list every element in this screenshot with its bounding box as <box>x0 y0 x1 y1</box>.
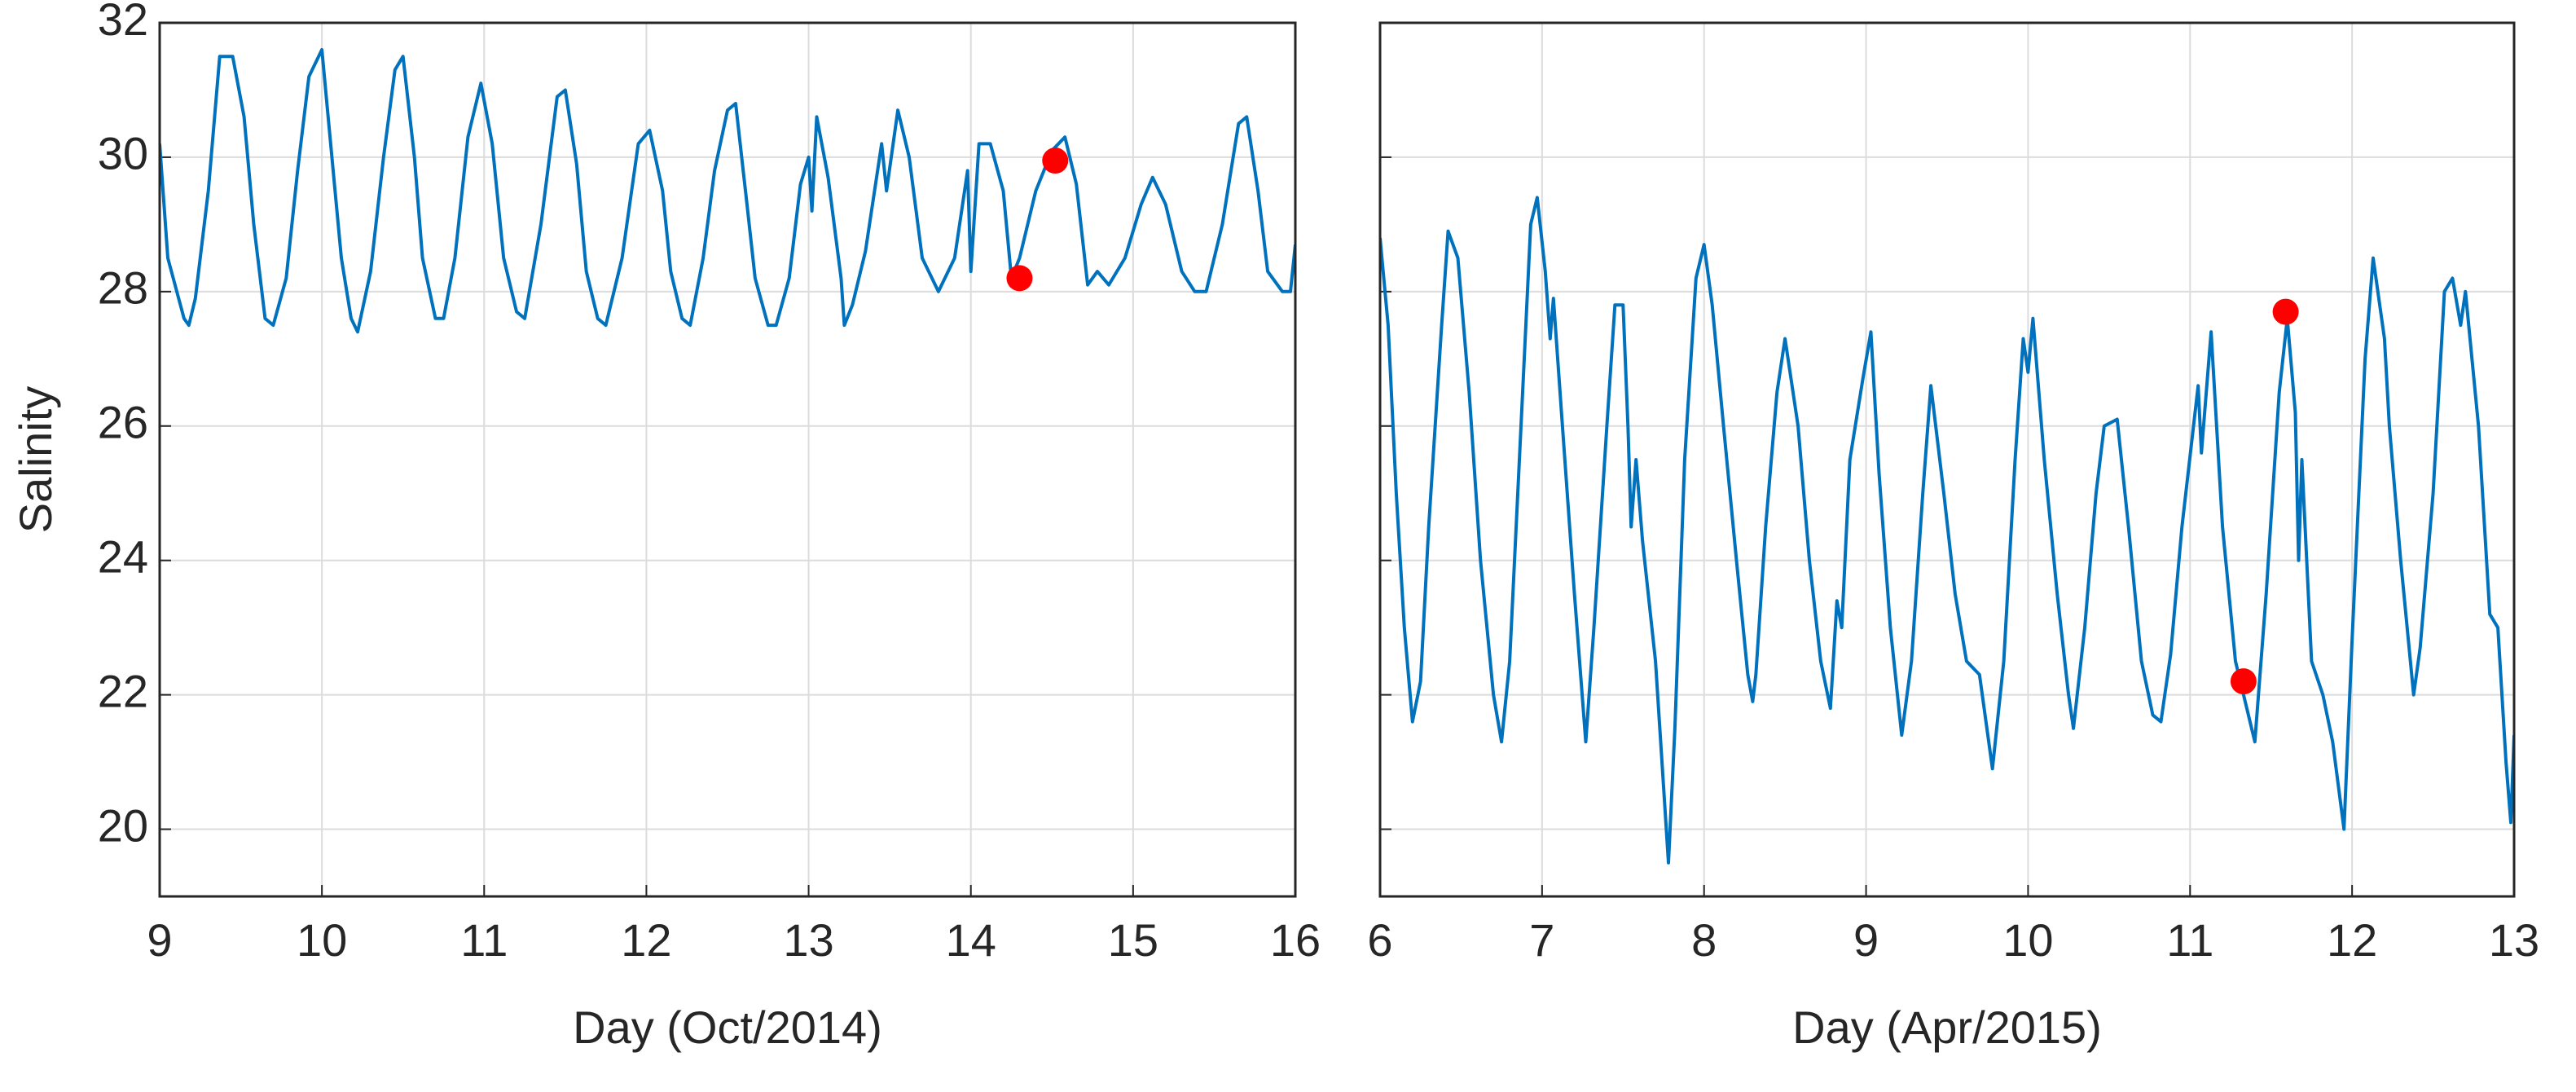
salinity-line <box>160 48 1295 334</box>
x-tick-label: 6 <box>1367 914 1392 966</box>
x-tick-label: 13 <box>783 914 833 966</box>
y-tick-label: 24 <box>98 531 148 582</box>
y-tick-label: 30 <box>98 128 148 179</box>
x-tick-label: 13 <box>2489 914 2539 966</box>
x-tick-label: 8 <box>1691 914 1717 966</box>
sample-point <box>2230 668 2257 695</box>
axes-box <box>1378 21 2516 898</box>
sample-point <box>2272 298 2299 325</box>
x-tick-label: 10 <box>2002 914 2053 966</box>
x-tick-label: 9 <box>147 914 172 966</box>
x-tick-label: 16 <box>1270 914 1321 966</box>
y-tick-label: 28 <box>98 262 148 314</box>
x-axis-label: Day (Oct/2014) <box>573 1002 882 1053</box>
x-tick-label: 12 <box>621 914 671 966</box>
x-tick-label: 10 <box>297 914 347 966</box>
sample-point <box>1042 148 1069 174</box>
x-tick-label: 9 <box>1853 914 1879 966</box>
x-axis-label: Day (Apr/2015) <box>1792 1002 2102 1053</box>
y-tick-label: 32 <box>98 0 148 45</box>
y-tick-label: 20 <box>98 799 148 851</box>
x-tick-label: 11 <box>2166 914 2213 966</box>
x-tick-label: 14 <box>946 914 996 966</box>
x-tick-label: 7 <box>1529 914 1554 966</box>
x-tick-label: 12 <box>2327 914 2377 966</box>
y-tick-label: 26 <box>98 397 148 448</box>
y-tick-label: 22 <box>98 665 148 716</box>
x-tick-label: 11 <box>460 914 508 966</box>
x-tick-label: 15 <box>1108 914 1158 966</box>
salinity-line <box>1380 196 2514 865</box>
y-axis-label: Salinity <box>10 386 61 534</box>
axes-box <box>158 21 1297 898</box>
sample-point <box>1006 265 1033 292</box>
